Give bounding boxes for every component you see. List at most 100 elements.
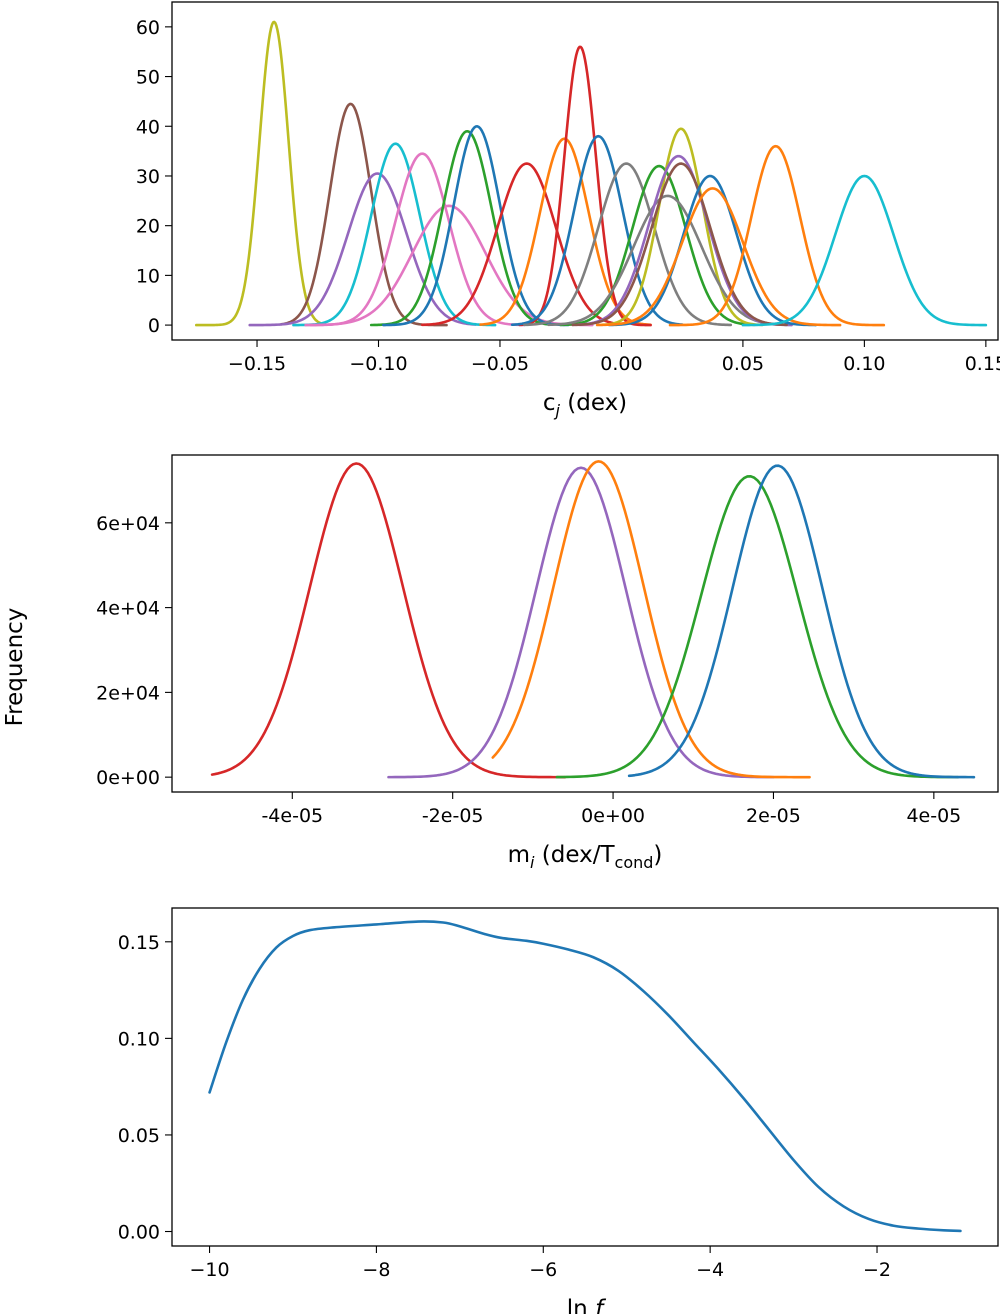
top-ytick: 20 xyxy=(136,216,172,238)
top-xtick-label: 0.10 xyxy=(843,353,885,375)
top-ytick-label: 20 xyxy=(136,216,160,238)
top-series-c4 xyxy=(292,142,497,327)
middle-ytick-label: 4e+04 xyxy=(96,598,160,620)
top-ytick-label: 0 xyxy=(148,315,160,337)
top-xtick: −0.10 xyxy=(349,340,408,375)
bottom-series-ln_f xyxy=(208,920,962,1233)
axes-middle: -4e-05 -2e-05 0e+00 2e-05 4e-05 0e+00 2e+04 4e+… xyxy=(96,454,999,872)
bottom-xtick: −10 xyxy=(189,1246,230,1281)
top-xlabel: cj (dex) xyxy=(543,390,627,420)
top-xtick-label: 0.15 xyxy=(965,353,1000,375)
middle-xtick-label: 2e-05 xyxy=(746,805,801,827)
bottom-ytick-label: 0.00 xyxy=(118,1222,160,1244)
top-ytick-label: 60 xyxy=(136,17,160,39)
top-axes-frame xyxy=(171,1,999,341)
top-xtick-label: 0.05 xyxy=(722,353,764,375)
top-series-c21 xyxy=(668,144,886,327)
bottom-ytick: 0.10 xyxy=(118,1028,172,1050)
top-series-c18 xyxy=(571,162,788,327)
top-series-c7 xyxy=(369,129,550,327)
top-xtick-label: −0.15 xyxy=(228,353,286,375)
top-xtick: 0.05 xyxy=(722,340,764,375)
top-series-c12 xyxy=(510,134,684,327)
bottom-xtick: −2 xyxy=(863,1246,891,1281)
bottom-ytick-label: 0.05 xyxy=(118,1125,160,1147)
top-xtick: 0.00 xyxy=(600,340,643,375)
bottom-xtick-label: −10 xyxy=(189,1259,229,1281)
middle-xtick: -2e-05 xyxy=(422,792,484,827)
top-series-c14 xyxy=(559,164,757,327)
top-xtick-label: 0.00 xyxy=(600,353,642,375)
middle-series-m4 xyxy=(555,475,960,779)
axes-bottom: −10 −8 −6 −4 −2 0.00 0.05 0.10 0.15 ln f xyxy=(118,907,999,1314)
bottom-xtick-label: −4 xyxy=(696,1259,724,1281)
top-series-c9 xyxy=(420,162,623,327)
middle-xtick: 2e-05 xyxy=(746,792,801,827)
top-series-c1 xyxy=(194,20,324,327)
top-ytick: 40 xyxy=(136,116,172,138)
top-series-c13 xyxy=(522,162,733,327)
middle-xlabel: mi (dex/Tcond) xyxy=(508,842,663,872)
bottom-xtick: −4 xyxy=(696,1246,724,1281)
middle-xtick: -4e-05 xyxy=(261,792,323,827)
top-ytick-label: 10 xyxy=(136,265,160,287)
bottom-xtick: −6 xyxy=(529,1246,557,1281)
top-series-c22 xyxy=(741,174,988,327)
top-series-c15 xyxy=(600,127,764,327)
top-xtick: 0.15 xyxy=(965,340,1000,375)
middle-ytick: 6e+04 xyxy=(96,513,172,535)
middle-xtick-label: 4e-05 xyxy=(906,805,961,827)
middle-xtick-label: 0e+00 xyxy=(581,805,645,827)
middle-series-m3 xyxy=(491,460,811,779)
top-ytick-label: 30 xyxy=(136,166,160,188)
top-ytick: 60 xyxy=(136,17,172,39)
middle-ytick: 4e+04 xyxy=(96,598,172,620)
top-xtick: −0.05 xyxy=(471,340,529,375)
bottom-ytick-label: 0.15 xyxy=(118,932,160,954)
shared-ylabel: Frequency xyxy=(2,608,28,727)
axes-top: −0.15 −0.10 −0.05 0.00 0.05 0.10 0.15 0 10 20 30 40… xyxy=(136,1,1000,420)
bottom-ytick: 0.05 xyxy=(118,1125,172,1147)
top-ytick: 0 xyxy=(148,315,172,337)
bottom-ytick: 0.00 xyxy=(118,1222,172,1244)
bottom-xtick-label: −8 xyxy=(362,1259,390,1281)
middle-ytick-label: 0e+00 xyxy=(96,767,160,789)
middle-ytick-label: 2e+04 xyxy=(96,682,160,704)
top-series-c20 xyxy=(595,187,842,327)
top-series-c2 xyxy=(280,102,448,327)
middle-xtick-label: -2e-05 xyxy=(422,805,484,827)
top-xtick-label: −0.10 xyxy=(349,353,407,375)
bottom-ytick-label: 0.10 xyxy=(118,1028,160,1050)
middle-xtick-label: -4e-05 xyxy=(261,805,323,827)
top-ytick-label: 40 xyxy=(136,116,160,138)
bottom-ytick: 0.15 xyxy=(118,932,172,954)
middle-ytick-label: 6e+04 xyxy=(96,513,160,535)
middle-series-m5 xyxy=(627,464,976,779)
top-ytick: 10 xyxy=(136,265,172,287)
top-xtick: 0.10 xyxy=(843,340,886,375)
middle-series-m1 xyxy=(210,462,567,779)
bottom-xlabel: ln f xyxy=(567,1296,606,1314)
middle-series-group xyxy=(210,460,976,779)
middle-xtick: 4e-05 xyxy=(906,792,961,827)
middle-axes-frame xyxy=(171,454,999,793)
bottom-xtick-label: −2 xyxy=(863,1259,891,1281)
top-ytick: 30 xyxy=(136,166,172,188)
top-xtick: −0.15 xyxy=(228,340,286,375)
bottom-series-group xyxy=(208,920,962,1233)
top-ytick-label: 50 xyxy=(136,67,160,89)
bottom-xtick: −8 xyxy=(362,1246,390,1281)
middle-xtick: 0e+00 xyxy=(581,792,645,827)
bottom-axes-frame xyxy=(171,907,999,1247)
top-series-c19 xyxy=(607,174,818,327)
middle-series-m2 xyxy=(387,466,775,779)
top-series-group xyxy=(194,20,988,327)
bottom-xtick-label: −6 xyxy=(529,1259,557,1281)
top-series-c3 xyxy=(248,172,477,327)
top-ytick: 50 xyxy=(136,67,172,89)
middle-ytick: 0e+00 xyxy=(96,767,172,789)
top-xtick-label: −0.05 xyxy=(471,353,529,375)
middle-ytick: 2e+04 xyxy=(96,682,172,704)
